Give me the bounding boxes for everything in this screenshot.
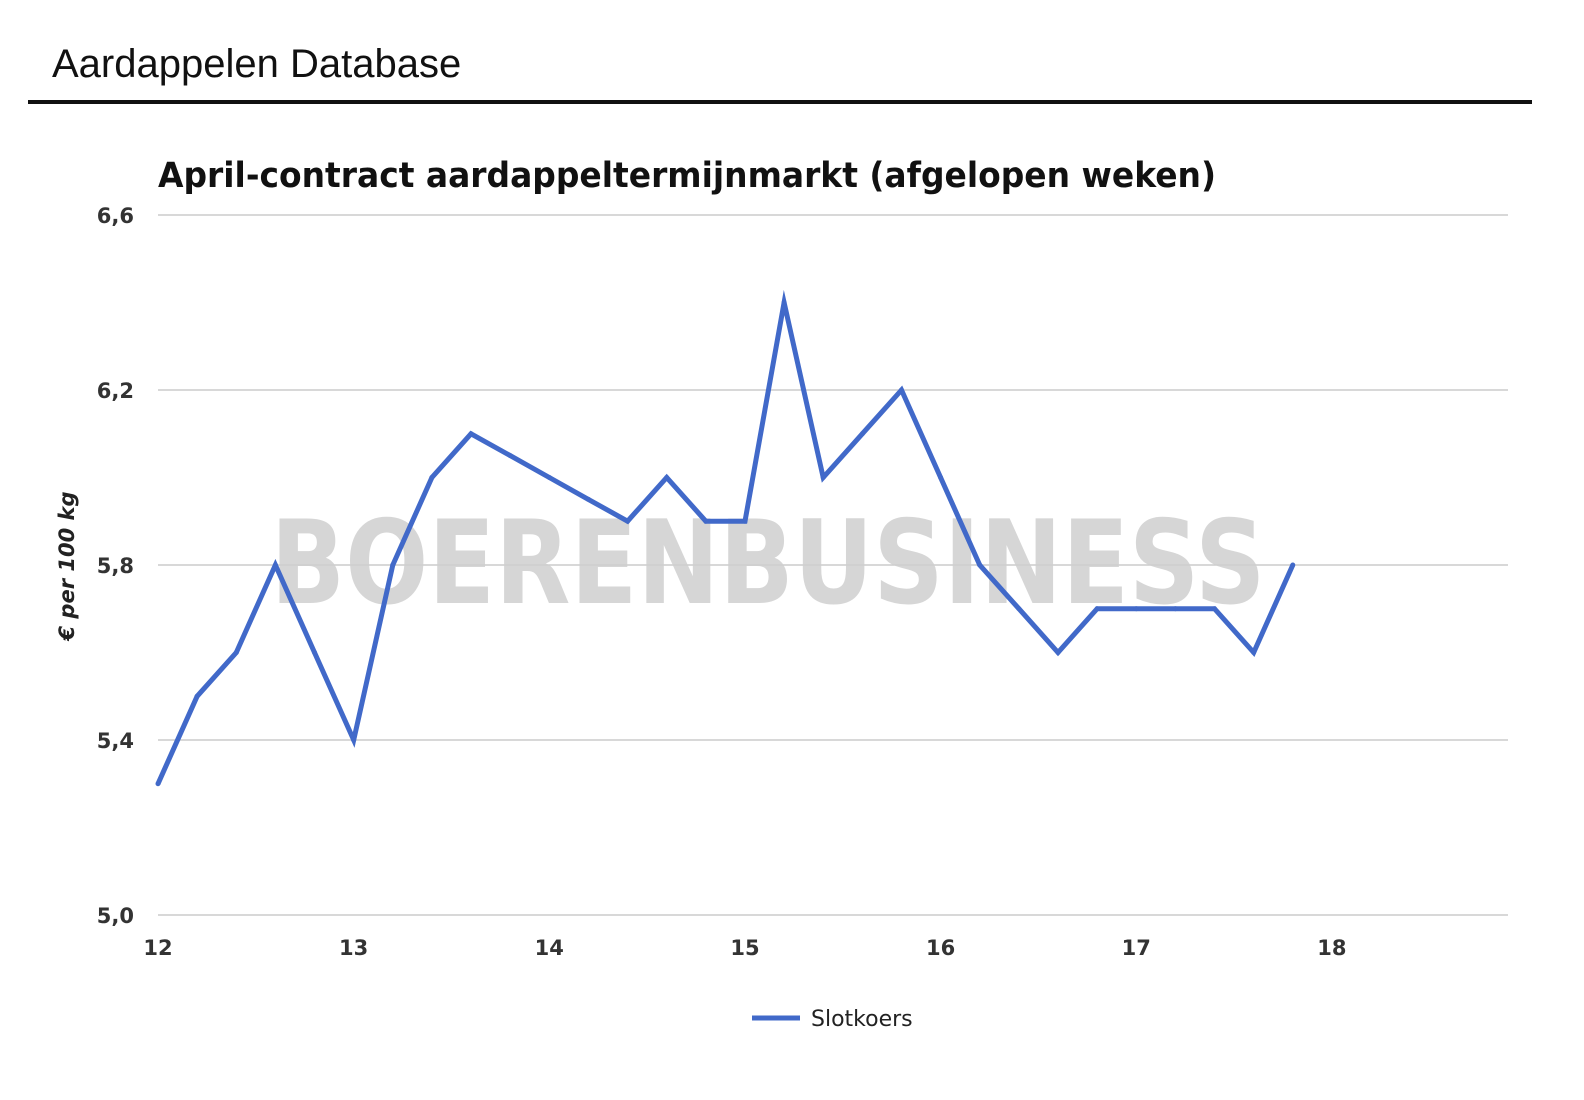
data-point [898,387,904,393]
data-point [703,518,709,524]
data-point [1290,562,1296,568]
data-point [1212,606,1218,612]
series-line-slotkoers [155,289,1296,785]
data-point [546,475,552,480]
chart-title: April-contract aardappeltermijnmarkt (af… [158,156,1216,196]
legend-label: Slotkoers [811,1007,913,1032]
data-point [1251,650,1257,655]
y-axis-label: € per 100 kg [55,491,79,641]
data-point [664,475,670,480]
data-point [820,475,826,480]
data-point [272,562,278,568]
data-point [585,496,591,502]
x-tick-label: 13 [339,936,368,960]
y-tick-label: 5,4 [97,729,134,753]
data-point [233,650,239,655]
x-tick-label: 14 [535,936,564,960]
data-point [781,300,787,305]
data-point [312,650,318,655]
data-point [155,781,161,787]
data-point [194,693,200,699]
x-tick-label: 15 [730,936,759,960]
data-point [1172,606,1178,612]
data-point [1094,606,1100,612]
data-point [1055,650,1061,655]
y-tick-label: 5,0 [97,904,134,928]
data-point [429,475,435,480]
data-point [1016,606,1022,612]
y-tick-label: 6,6 [97,204,134,228]
data-point [859,431,865,437]
data-point [507,453,513,459]
data-point [390,562,396,568]
data-point [742,518,748,524]
data-point [977,562,983,568]
x-tick-label: 16 [926,936,955,960]
page-title: Aardappelen Database [52,42,462,86]
data-point [1133,606,1139,612]
x-tick-label: 17 [1122,936,1151,960]
data-point [351,737,357,743]
data-point [468,431,474,437]
y-tick-label: 5,8 [97,554,134,578]
data-point [938,475,944,480]
x-tick-label: 18 [1317,936,1346,960]
data-point [625,518,631,524]
x-tick-label: 12 [143,936,172,960]
y-tick-label: 6,2 [97,379,134,403]
page-header: Aardappelen Database [28,38,1532,104]
